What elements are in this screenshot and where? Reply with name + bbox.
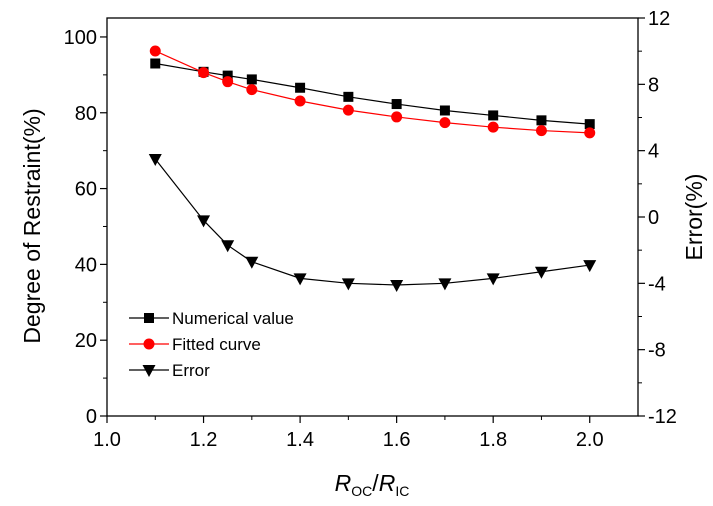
y-right-tick-label: 8 [648,74,659,96]
series-lines [154,50,590,286]
y-left-tick-label: 20 [75,330,97,352]
point-error [245,256,259,269]
point-numerical-value [222,70,233,81]
x-axis-title-sub2: IC [395,483,409,499]
legend: Numerical value Fitted curve Error [129,309,294,380]
legend-label-fitted-curve: Fitted curve [172,335,261,354]
point-error [197,215,211,228]
axes-layer: 1.0 1.2 1.4 1.6 1.8 2.0 0 20 40 60 80 100 -12 -8 -4 0 4 8… [64,8,677,451]
point-numerical-value [584,119,595,130]
x-tick-label: 1.6 [383,429,411,451]
legend-marker-fitted-curve [143,338,155,350]
y-left-tick-label: 60 [75,179,97,201]
point-fitted-curve [149,45,161,57]
legend-marker-numerical-value [144,313,154,323]
legend-label-numerical-value: Numerical value [172,309,294,328]
y-left-tick-label: 80 [75,103,97,125]
y-right-tick-label: -12 [648,406,677,428]
y-right-tick-label: 12 [648,8,670,30]
point-numerical-value [246,74,257,85]
x-axis-title-sep: / [372,470,379,496]
point-error [390,279,404,292]
series-line-numerical-value [155,62,590,125]
y-right-tick-label: 4 [648,141,659,163]
x-tick-label: 1.8 [479,429,507,451]
point-error [221,240,235,253]
series-line-error [154,158,590,286]
x-tick-label: 2.0 [576,429,604,451]
y-left-tick-label: 100 [64,27,97,49]
point-numerical-value [295,82,306,93]
point-error [486,273,500,286]
point-fitted-curve [487,121,499,133]
point-fitted-curve [391,111,403,123]
point-numerical-value [391,99,402,110]
x-axis-title-sub1: OC [351,483,372,499]
y-left-tick-label: 0 [86,406,97,428]
y-left-tick-label: 40 [75,254,97,276]
point-numerical-value [488,110,499,121]
point-fitted-curve [246,84,258,96]
y-right-tick-label: -8 [648,340,666,362]
point-numerical-value [150,58,161,69]
plot-frame [106,17,639,417]
point-error [293,273,307,286]
y-axis-right-title: Error(%) [681,174,707,261]
legend-label-error: Error [172,361,210,380]
point-numerical-value [536,115,547,126]
point-fitted-curve [294,95,306,107]
series-markers [148,45,597,292]
y-right-tick-label: 0 [648,207,659,229]
x-tick-label: 1.4 [286,429,314,451]
point-error [148,153,162,166]
x-axis-title-r1: R [335,470,352,496]
point-fitted-curve [584,127,596,139]
point-error [341,278,355,291]
point-fitted-curve [222,76,234,88]
point-numerical-value [343,91,354,102]
x-axis-title-r2: R [379,470,396,496]
point-fitted-curve [439,117,451,129]
point-fitted-curve [342,104,354,116]
x-tick-label: 1.2 [190,429,218,451]
legend-marker-error [142,365,156,377]
y-axis-left-title: Degree of Restraint(%) [19,108,45,343]
point-error [534,266,548,279]
point-error [438,278,452,291]
y-right-tick-label: -4 [648,273,666,295]
x-tick-label: 1.0 [93,429,121,451]
point-fitted-curve [198,67,210,79]
point-numerical-value [439,105,450,116]
point-fitted-curve [535,125,547,137]
point-error [583,260,597,273]
series-line-fitted-curve [155,50,590,134]
x-axis-title: ROC/RIC [335,470,410,499]
